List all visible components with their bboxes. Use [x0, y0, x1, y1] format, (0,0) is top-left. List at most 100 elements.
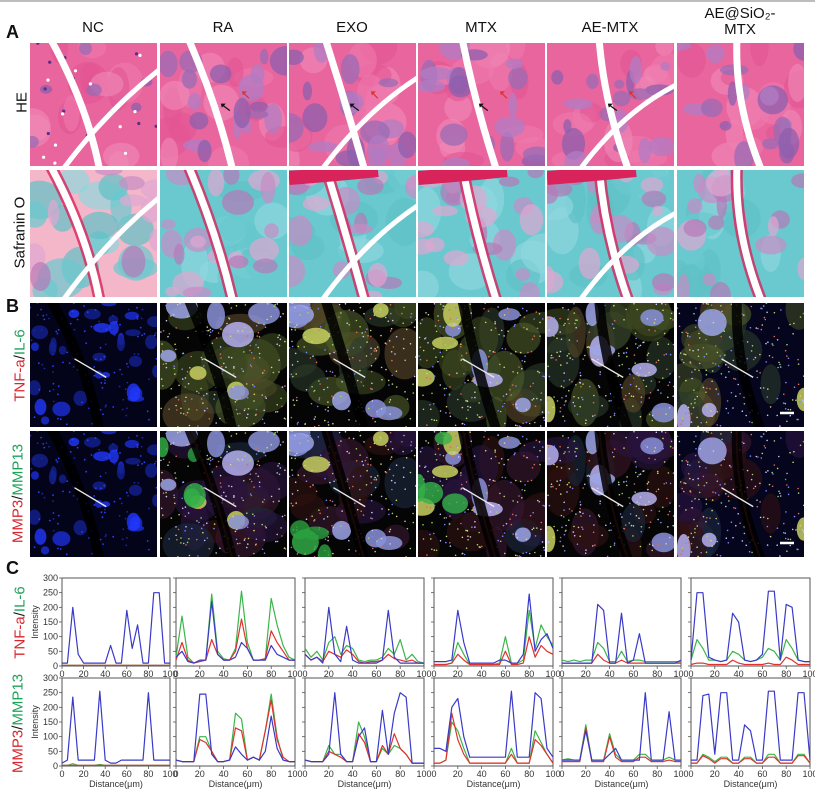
svg-text:20: 20: [581, 769, 591, 779]
micrograph-mmp3-mmp13-nc: [30, 431, 157, 557]
line-profile-chart-mmp3-mmp13-nc: 0 50 100 150 200 250 300 0 20 40 60 80 100 Intensity D…: [30, 673, 178, 789]
svg-text:40: 40: [605, 769, 615, 779]
svg-text:200: 200: [43, 702, 58, 712]
line-profile-chart-mmp3-mmp13-ae-sio2-mtx: 0 20 40 60 80 100 Distance(μm): [688, 677, 815, 789]
svg-text:100: 100: [43, 632, 58, 642]
svg-text:60: 60: [500, 769, 510, 779]
svg-text:20: 20: [195, 669, 205, 679]
micrograph-he-ae-mtx: [547, 43, 674, 166]
line-profile-chart-tnf-il6-ae-mtx: 0 20 40 60 80 100: [559, 577, 689, 679]
svg-text:Distance(μm): Distance(μm): [724, 779, 778, 789]
svg-text:40: 40: [219, 769, 229, 779]
svg-text:0: 0: [688, 769, 693, 779]
svg-text:0: 0: [302, 769, 307, 779]
svg-text:20: 20: [324, 669, 334, 679]
label-mmp3: MMP3: [9, 729, 27, 774]
svg-text:60: 60: [628, 769, 638, 779]
svg-text:60: 60: [757, 669, 767, 679]
row-label-safranin-o: Safranin O: [11, 196, 29, 269]
micrograph-mmp3-mmp13-mtx: [418, 431, 545, 557]
column-label-ae-mtx: AE-MTX: [547, 20, 673, 36]
svg-text:20: 20: [710, 669, 720, 679]
svg-text:40: 40: [348, 769, 358, 779]
panel-label-a: A: [6, 22, 19, 42]
column-label-line1: AE@SiO₂-: [704, 5, 776, 22]
micrograph-safranin-o-ra: [160, 170, 287, 297]
svg-text:60: 60: [122, 669, 132, 679]
column-label-nc: NC: [30, 20, 156, 36]
micrograph-tnf-il6-ae-mtx: [547, 303, 674, 427]
label-mmp13: MMP13: [9, 673, 27, 726]
label-slash: /: [9, 495, 27, 500]
svg-text:Distance(μm): Distance(μm): [467, 779, 521, 789]
line-profile-chart-tnf-il6-mtx: 0 20 40 60 80 100: [431, 577, 561, 679]
column-label-line1: RA: [212, 19, 234, 36]
micrograph-mmp3-mmp13-ra: [160, 431, 287, 557]
svg-text:0: 0: [688, 669, 693, 679]
svg-text:Intensity: Intensity: [30, 605, 40, 639]
line-profile-chart-mmp3-mmp13-ae-mtx: 0 20 40 60 80 100 Distance(μm): [559, 677, 689, 789]
micrograph-mmp3-mmp13-ae-mtx: [547, 431, 674, 557]
svg-text:0: 0: [302, 669, 307, 679]
svg-text:100: 100: [802, 669, 815, 679]
svg-text:80: 80: [781, 669, 791, 679]
svg-text:40: 40: [100, 769, 110, 779]
svg-text:Distance(μm): Distance(μm): [209, 779, 263, 789]
micrograph-tnf-il6-mtx: [418, 303, 545, 427]
micrograph-he-mtx: [418, 43, 545, 166]
panel-label-c: C: [6, 558, 19, 578]
svg-text:100: 100: [416, 669, 431, 679]
svg-text:100: 100: [162, 669, 177, 679]
label-tnf-a: TNF-a: [11, 359, 29, 402]
svg-text:40: 40: [348, 669, 358, 679]
svg-text:100: 100: [545, 769, 560, 779]
svg-text:0: 0: [173, 669, 178, 679]
svg-text:40: 40: [100, 669, 110, 679]
svg-text:0: 0: [53, 661, 58, 671]
line-profile-chart-mmp3-mmp13-ra: 0 20 40 60 80 100 Distance(μm): [173, 677, 303, 789]
svg-text:40: 40: [734, 769, 744, 779]
top-border: [0, 0, 815, 2]
svg-text:20: 20: [581, 669, 591, 679]
micrograph-tnf-il6-ra: [160, 303, 287, 427]
column-label-line1: AE-MTX: [581, 19, 639, 36]
svg-text:80: 80: [143, 669, 153, 679]
svg-text:0: 0: [59, 769, 64, 779]
line-profile-chart-tnf-il6-ra: 0 20 40 60 80 100: [173, 577, 303, 679]
svg-text:100: 100: [287, 669, 302, 679]
label-il-6: IL-6: [11, 586, 29, 613]
micrograph-safranin-o-exo: [289, 170, 416, 297]
line-profile-chart-tnf-il6-exo: 0 20 40 60 80 100: [302, 577, 432, 679]
svg-text:100: 100: [287, 769, 302, 779]
svg-text:60: 60: [242, 669, 252, 679]
svg-text:20: 20: [324, 769, 334, 779]
column-label-ra: RA: [160, 20, 286, 36]
label-slash: /: [11, 612, 29, 617]
svg-text:40: 40: [477, 769, 487, 779]
column-label-mtx: MTX: [418, 20, 544, 36]
svg-text:100: 100: [673, 769, 688, 779]
svg-text:40: 40: [477, 669, 487, 679]
svg-text:250: 250: [43, 588, 58, 598]
svg-text:100: 100: [162, 769, 177, 779]
svg-text:60: 60: [500, 669, 510, 679]
svg-text:40: 40: [605, 669, 615, 679]
column-label-line1: MTX: [465, 19, 497, 36]
micrograph-safranin-o-nc: [30, 170, 157, 297]
svg-text:300: 300: [43, 573, 58, 583]
column-label-ae-sio2-mtx: AE@SiO₂- MTX: [677, 6, 803, 38]
line-profile-chart-tnf-il6-ae-sio2-mtx: 0 20 40 60 80 100: [688, 577, 815, 679]
svg-text:60: 60: [122, 769, 132, 779]
panel-label-b: B: [6, 296, 19, 316]
svg-text:0: 0: [59, 669, 64, 679]
svg-text:80: 80: [524, 669, 534, 679]
label-mmp13: MMP13: [9, 443, 27, 496]
svg-text:60: 60: [757, 769, 767, 779]
line-profile-chart-tnf-il6-nc: 0 50 100 150 200 250 300 0 20 40 60 80 100 Intensity: [30, 573, 178, 679]
svg-text:0: 0: [431, 769, 436, 779]
label-tnf-a: TNF-a: [11, 616, 29, 659]
svg-text:50: 50: [48, 746, 58, 756]
label-slash: /: [11, 355, 29, 360]
svg-text:100: 100: [416, 769, 431, 779]
micrograph-tnf-il6-exo: [289, 303, 416, 427]
